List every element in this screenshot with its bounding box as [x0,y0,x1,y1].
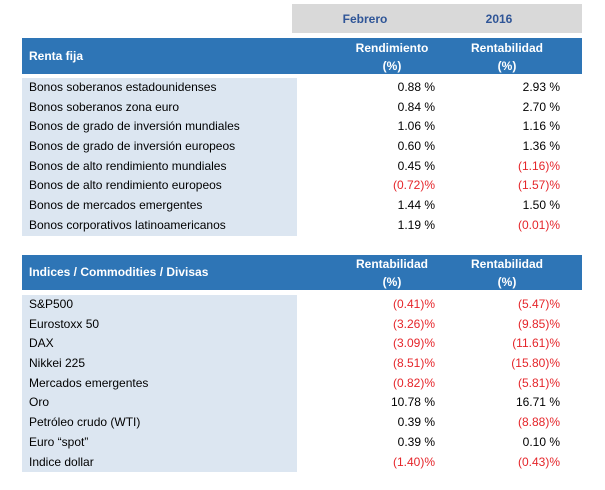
indices-title: Indices / Commodities / Divisas [29,265,209,279]
row-value-2: 0.10 % [522,434,560,449]
row-label: Bonos de alto rendimiento mundiales [22,156,297,177]
table-row: Bonos de grado de inversión europeos 0.60… [22,137,582,157]
row-value-2: (5.81)% [517,375,560,390]
row-value-2: 16.71 % [515,395,560,410]
row-value-1: 0.39 % [397,415,435,430]
yield-column-unit: (%) [382,59,402,73]
row-value-2: (1.16)% [517,158,560,173]
table-row: Petróleo crudo (WTI) 0.39 % (8.88)% [22,413,582,433]
row-label: Bonos soberanos estadounidenses [22,78,297,98]
row-label: Mercados emergentes [22,373,297,394]
table-row: DAX (3.09)% (11.61)% [22,334,582,355]
row-value-1: (8.51)% [392,356,435,371]
yield-column-header: Rendimiento (%) [342,39,442,75]
row-value-1: (1.40)% [392,454,435,469]
return-column-unit: (%) [497,59,517,73]
period-month: Febrero [342,11,388,26]
row-label: Euro “spot” [22,432,297,453]
fixed-income-title: Renta fija [29,49,84,63]
period-year: 2016 [485,11,513,26]
row-value-1: 1.44 % [397,198,435,213]
row-label: Indice dollar [22,452,297,473]
row-value-1: 0.60 % [397,139,435,154]
row-value-2: (9.85)% [517,316,560,331]
row-label: Nikkei 225 [22,354,297,374]
row-value-1: (3.09)% [392,336,435,351]
row-value-1: 1.06 % [397,119,435,134]
row-value-1: (0.82)% [392,375,435,390]
table-row: Oro 10.78 % 16.71 % [22,393,582,414]
table-row: Mercados emergentes (0.82)% (5.81)% [22,373,582,394]
table-row: Bonos de mercados emergentes 1.44 % 1.50 % [22,196,582,216]
row-value-1: (0.41)% [392,297,435,311]
row-label: Bonos de mercados emergentes [22,196,297,216]
period-header: Febrero 2016 [292,4,582,33]
index-ytd-column-header: Rentabilidad (%) [447,255,567,291]
return-column-label: Rentabilidad [470,41,543,55]
index-return-column-unit: (%) [382,275,402,289]
table-row: Bonos soberanos zona euro 0.84 % 2.70 % [22,97,582,118]
fixed-income-header: Renta fija Rendimiento (%) Rentabilidad … [22,38,582,74]
table-row: Nikkei 225 (8.51)% (15.80)% [22,354,582,374]
row-value-2: (15.80)% [511,356,560,371]
row-label: DAX [22,334,297,355]
index-ytd-column-unit: (%) [497,275,517,289]
row-value-2: (0.01)% [517,217,560,232]
row-value-2: 2.70 % [522,99,560,114]
row-value-2: (11.61)% [512,336,560,351]
row-label: S&P500 [22,295,297,315]
row-label: Bonos de grado de inversión mundiales [22,117,297,138]
row-value-2: (5.47)% [517,297,560,311]
row-value-2: (8.88)% [517,415,560,430]
table-row: Bonos soberanos estadounidenses 0.88 % 2.9… [22,78,582,98]
fixed-income-rows: Bonos soberanos estadounidenses 0.88 % 2.9… [22,78,582,236]
row-label: Oro [22,393,297,414]
row-value-1: 0.84 % [397,99,435,114]
row-value-1: 0.39 % [397,434,435,449]
index-ytd-column-label: Rentabilidad [470,257,543,271]
row-label: Bonos soberanos zona euro [22,97,297,118]
table-row: Eurostoxx 50 (3.26)% (9.85)% [22,314,582,335]
row-value-1: 0.45 % [397,158,435,173]
indices-header: Indices / Commodities / Divisas Rentabil… [22,255,582,290]
row-label: Bonos de grado de inversión europeos [22,137,297,157]
row-value-2: (1.57)% [517,178,560,193]
index-return-column-header: Rentabilidad (%) [342,255,442,291]
table-row: Bonos de alto rendimiento mundiales 0.45 … [22,156,582,177]
row-label: Bonos corporativos latinoamericanos [22,215,297,236]
yield-column-label: Rendimiento [355,41,429,55]
table-row: S&P500 (0.41)% (5.47)% [22,295,582,315]
return-column-header: Rentabilidad (%) [447,39,567,75]
table-row: Bonos de alto rendimiento europeos (0.72)… [22,176,582,197]
row-label: Eurostoxx 50 [22,314,297,335]
table-row: Bonos de grado de inversión mundiales 1.0… [22,117,582,138]
row-value-2: 1.50 % [522,198,560,213]
row-value-1: (0.72)% [392,178,435,193]
table-row: Indice dollar (1.40)% (0.43)% [22,452,582,473]
row-value-1: 0.88 % [397,80,435,94]
indices-rows: S&P500 (0.41)% (5.47)% Eurostoxx 50 (3.26)% (… [22,295,582,473]
row-value-2: 1.36 % [522,139,560,154]
row-value-2: (0.43)% [517,454,560,469]
row-value-2: 1.16 % [522,119,560,134]
table-row: Euro “spot” 0.39 % 0.10 % [22,432,582,453]
row-value-1: 10.78 % [390,395,435,410]
row-label: Petróleo crudo (WTI) [22,413,297,433]
row-value-1: 1.19 % [397,217,435,232]
index-return-column-label: Rentabilidad [355,257,428,271]
table-row: Bonos corporativos latinoamericanos 1.19 … [22,215,582,236]
row-value-2: 2.93 % [522,80,560,94]
row-label: Bonos de alto rendimiento europeos [22,176,297,197]
row-value-1: (3.26)% [392,316,435,331]
